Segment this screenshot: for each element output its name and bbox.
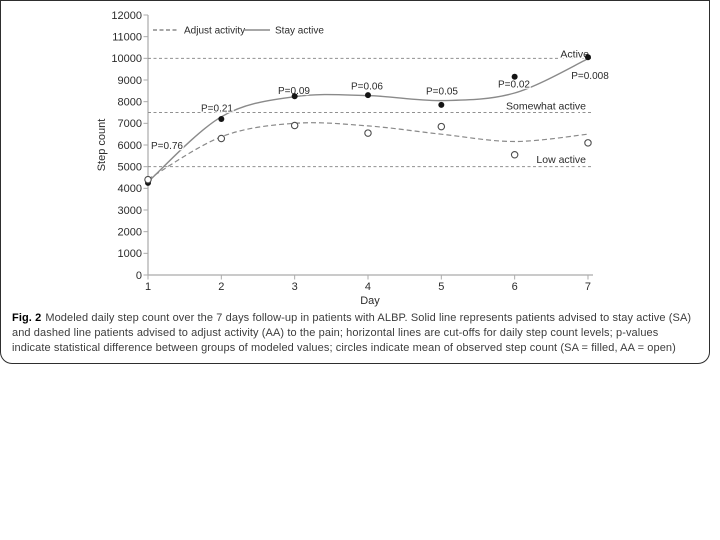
caption-text: Modeled daily step count over the 7 days… (12, 312, 692, 354)
p-value-label: P=0.05 (426, 87, 458, 98)
p-value-label: P=0.21 (201, 104, 233, 115)
observed-point-filled (511, 73, 518, 80)
y-tick-label: 4000 (118, 183, 142, 195)
figure-box: 0 1000 2000 3000 4000 5000 6000 7000 8000 9000 100… (0, 0, 710, 364)
y-tick-label: 0 (136, 270, 142, 282)
cutoff-label-active: Active (560, 49, 589, 61)
caption-label: Fig. 2 (12, 312, 42, 324)
figure-caption: Fig. 2 Modeled daily step count over the … (12, 311, 700, 356)
x-tick-label: 2 (218, 281, 224, 293)
observed-point-open (144, 175, 152, 184)
p-value-label: P=0.008 (571, 71, 609, 82)
observed-point-filled (291, 93, 298, 100)
observed-point-open (290, 121, 299, 130)
x-tick-label: 6 (512, 281, 518, 293)
y-tick-label: 7000 (118, 118, 142, 130)
observed-point-open (510, 151, 519, 159)
observed-point-filled (364, 92, 371, 99)
x-tick-label: 4 (365, 281, 371, 293)
observed-point-filled (438, 101, 445, 108)
p-value-label: P=0.09 (278, 86, 310, 97)
y-tick-label: 10000 (111, 53, 142, 65)
legend-label-stay-active: Stay active (275, 26, 324, 37)
y-tick-label: 12000 (111, 10, 142, 22)
observed-point-filled (584, 54, 591, 61)
cutoff-label-low-active: Low active (536, 154, 586, 166)
y-tick-label: 11000 (112, 31, 142, 43)
x-tick-label: 7 (585, 281, 591, 293)
observed-point-open (437, 122, 446, 131)
observed-point-open (217, 134, 226, 143)
p-value-label: P=0.02 (498, 80, 530, 91)
cutoff-label-somewhat-active: Somewhat active (506, 101, 586, 113)
y-tick-label: 1000 (118, 248, 142, 260)
x-axis-title: Day (360, 295, 380, 307)
x-tick-label: 3 (292, 281, 298, 293)
p-value-label: P=0.06 (351, 82, 383, 93)
p-value-label: P=0.76 (151, 141, 183, 152)
observed-point-open (584, 139, 592, 147)
stay-active-curve (147, 58, 589, 183)
y-tick-label: 3000 (118, 205, 142, 217)
legend-label-adjust-activity: Adjust activity (184, 26, 245, 37)
y-tick-label: 6000 (118, 140, 142, 152)
step-count-chart: 0 1000 2000 3000 4000 5000 6000 7000 8000 9000 100… (96, 10, 610, 307)
y-tick-label: 8000 (118, 96, 142, 108)
observed-point-open (364, 129, 372, 137)
y-tick-label: 2000 (118, 226, 142, 238)
y-axis-title: Step count (96, 119, 108, 172)
x-tick-label: 1 (145, 281, 151, 293)
x-tick-label: 5 (438, 281, 444, 293)
y-tick-label: 9000 (118, 75, 142, 87)
observed-point-filled (218, 116, 225, 122)
y-tick-label: 5000 (118, 161, 142, 173)
